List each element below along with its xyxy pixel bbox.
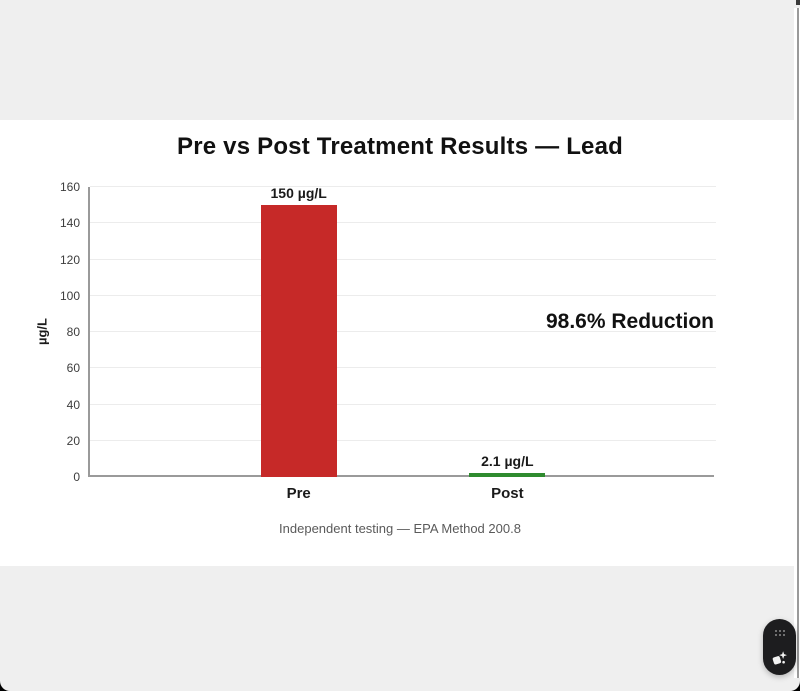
y-tick-label: 120 <box>59 252 80 267</box>
bar-value-label: 150 µg/L <box>270 185 327 202</box>
chart-slide: Pre vs Post Treatment Results — Lead µg/… <box>0 120 800 566</box>
gridline <box>90 403 716 405</box>
reduction-annotation: 98.6% Reduction <box>545 310 715 333</box>
gridline <box>90 439 716 441</box>
y-tick-label: 60 <box>66 361 80 376</box>
scrollbar-thumb[interactable] <box>797 8 799 678</box>
y-tick-label: 0 <box>73 470 80 484</box>
x-tick-label-post: Post <box>491 485 524 502</box>
bar-value-label: 2.1 µg/L <box>481 453 534 470</box>
chart-caption: Independent testing — EPA Method 200.8 <box>279 521 521 536</box>
drag-handle-dots-icon[interactable] <box>774 630 785 636</box>
x-tick-label-pre: Pre <box>286 485 311 502</box>
y-tick-label: 100 <box>59 288 80 303</box>
window-corner-speck <box>796 0 800 5</box>
gridline <box>90 294 716 296</box>
extension-widget[interactable] <box>763 619 796 675</box>
chart-title: Pre vs Post Treatment Results — Lead <box>176 133 624 160</box>
bar-pre <box>260 205 337 477</box>
y-tick-label: 80 <box>66 325 80 339</box>
gridline <box>90 331 716 332</box>
y-tick-label: 140 <box>59 216 80 231</box>
y-tick-label: 40 <box>66 397 80 412</box>
bar-post <box>469 473 546 477</box>
y-tick-label: 160 <box>59 180 80 194</box>
scrollbar[interactable] <box>794 8 800 678</box>
gridline <box>90 258 716 260</box>
gridline <box>90 186 716 187</box>
gridline <box>90 222 716 224</box>
y-tick-label: 20 <box>66 433 80 448</box>
chart-plot-area: µg/L 98.6% Reduction 0 20 40 60 80 100 120 140 1… <box>35 180 716 502</box>
sparkle-icon[interactable] <box>771 649 788 666</box>
gridline <box>90 367 716 369</box>
